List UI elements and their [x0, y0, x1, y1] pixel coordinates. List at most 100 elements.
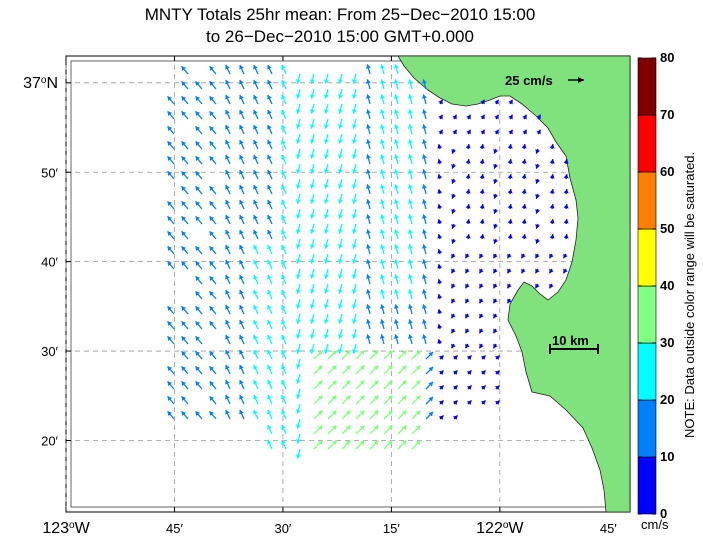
current-vector-256: [239, 214, 245, 225]
current-vector-376: [338, 283, 343, 294]
current-vector-369: [239, 274, 245, 285]
current-vector-452: [366, 319, 371, 330]
current-vector-600: [267, 424, 273, 435]
current-vector-270: [437, 219, 443, 225]
current-vector-541: [296, 388, 301, 399]
current-vector-425: [324, 313, 329, 324]
current-vector-260: [296, 223, 301, 234]
current-vector-508: [167, 365, 175, 375]
current-vector-447: [296, 328, 301, 339]
current-vector-474: [352, 343, 357, 354]
current-vector-565: [313, 395, 323, 405]
current-vector-389: [534, 283, 540, 289]
current-vector-109: [167, 140, 175, 150]
current-vector-243: [465, 203, 471, 210]
current-vector-157: [451, 163, 457, 169]
current-vector-13: [380, 64, 385, 75]
current-vector-238: [394, 199, 399, 210]
current-vector-576: [466, 400, 472, 406]
current-vector-590: [327, 410, 337, 420]
current-vector-111: [195, 140, 203, 150]
current-vector-470: [296, 343, 301, 354]
current-vector-388: [506, 283, 512, 289]
current-vector-493: [296, 358, 301, 369]
current-vector-494: [313, 350, 323, 360]
current-vector-228: [253, 199, 259, 210]
tick-label-lat-30: 30′: [41, 344, 58, 359]
current-vector-229: [267, 199, 273, 210]
current-vector-87: [239, 124, 245, 135]
current-vector-3: [239, 64, 245, 75]
current-vector-73: [408, 109, 413, 120]
current-vector-352: [380, 259, 385, 270]
current-vector-391: [195, 290, 203, 300]
current-vector-18: [225, 79, 231, 90]
current-vector-367: [209, 275, 217, 285]
current-vector-499: [383, 350, 393, 360]
current-vector-473: [338, 343, 343, 354]
current-vector-423: [296, 313, 301, 324]
current-vector-43: [310, 103, 315, 114]
current-vector-223: [181, 200, 189, 210]
current-vector-372: [281, 274, 287, 285]
current-vector-411: [478, 298, 484, 304]
current-vector-60: [225, 109, 231, 120]
current-vector-619: [383, 440, 393, 450]
current-vector-320: [338, 253, 343, 264]
current-vector-517: [296, 373, 301, 384]
current-vector-33: [167, 95, 175, 105]
current-vector-572: [411, 395, 421, 405]
current-vector-325: [408, 244, 413, 255]
current-vector-354: [408, 259, 413, 270]
colorbar-unit: cm/s: [641, 517, 669, 532]
tick-label-lon-15a: 15′: [383, 521, 400, 536]
current-vector-420: [253, 304, 259, 315]
current-vector-497: [355, 350, 365, 360]
current-vector-314: [253, 244, 259, 255]
current-vector-436: [478, 313, 484, 319]
current-vector-45: [338, 103, 343, 114]
current-vector-608: [383, 425, 393, 435]
current-vector-105: [494, 129, 500, 135]
current-vector-379: [380, 274, 385, 285]
current-vector-178: [352, 178, 357, 189]
current-vector-52: [438, 99, 444, 105]
current-vector-12: [366, 64, 371, 75]
current-vector-176: [324, 178, 329, 189]
current-vector-459: [464, 328, 470, 334]
current-vector-591: [341, 410, 351, 420]
current-vector-257: [253, 214, 259, 225]
current-vector-299: [451, 238, 457, 244]
current-vector-579: [167, 410, 175, 420]
current-vector-71: [380, 109, 385, 120]
current-vector-344: [267, 259, 273, 270]
current-vector-249: [549, 203, 555, 210]
current-vector-80: [508, 114, 514, 120]
current-vector-419: [239, 304, 245, 315]
current-vector-613: [296, 448, 301, 459]
current-vector-479: [422, 334, 427, 345]
current-vector-295: [394, 229, 399, 240]
current-vector-48: [380, 94, 385, 105]
current-vector-351: [366, 259, 371, 270]
current-vector-450: [338, 328, 343, 339]
current-vector-431: [408, 304, 413, 315]
current-vector-42: [296, 103, 301, 114]
tick-label-lat-37: 37oN: [23, 74, 58, 92]
current-vector-167: [181, 170, 189, 180]
current-vector-610: [411, 425, 421, 435]
current-vector-313: [239, 244, 245, 255]
current-vector-446: [281, 319, 287, 330]
current-vector-195: [195, 185, 203, 195]
current-vector-521: [355, 365, 365, 375]
current-vector-607: [369, 425, 379, 435]
current-vector-336: [562, 253, 568, 259]
current-vector-582: [209, 410, 217, 420]
current-vector-194: [181, 185, 189, 195]
current-vector-519: [327, 365, 337, 375]
tick-label-lon-30a: 30′: [274, 521, 291, 536]
current-vector-384: [450, 283, 456, 289]
current-vector-216: [493, 193, 499, 199]
current-vector-471: [310, 343, 315, 354]
current-vector-330: [478, 253, 484, 259]
